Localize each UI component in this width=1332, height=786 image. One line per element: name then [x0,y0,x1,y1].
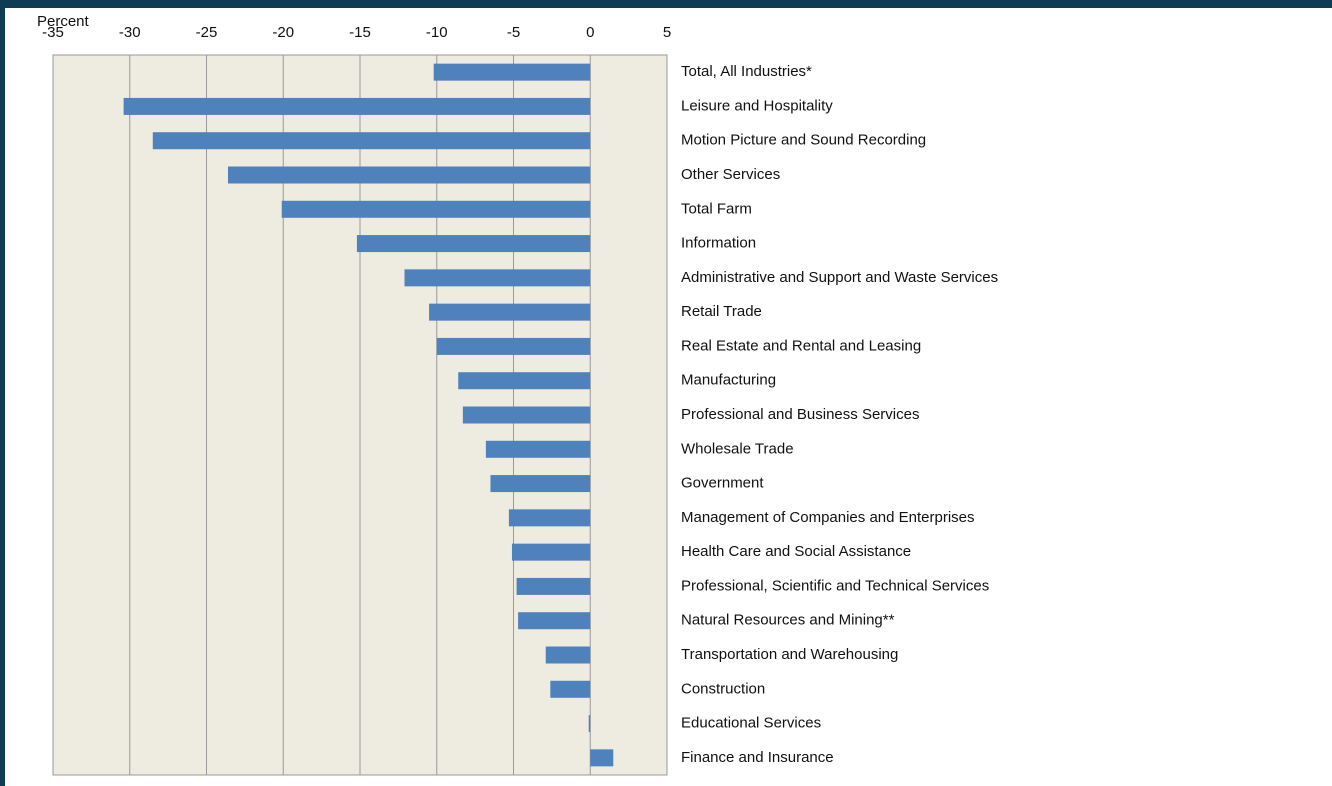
bar [429,303,591,321]
bar [588,715,591,733]
bar [490,475,591,493]
bar [404,269,591,287]
bar [152,132,591,150]
x-tick-label: -5 [507,24,520,41]
bar [485,440,591,458]
axis-label: Percent [37,13,90,30]
bar [123,97,591,115]
category-label: Administrative and Support and Waste Ser… [681,269,998,286]
category-label: Information [681,235,756,252]
category-label: Management of Companies and Enterprises [681,509,975,526]
category-label: Leisure and Hospitality [681,97,833,114]
category-label: Manufacturing [681,372,776,389]
x-tick-label: -25 [196,24,218,41]
bar [550,680,591,698]
category-label: Total, All Industries* [681,63,812,80]
bar [436,337,591,355]
bar [516,577,591,595]
x-tick-label: -15 [349,24,371,41]
bar [227,166,591,184]
category-label: Professional, Scientific and Technical S… [681,577,989,594]
category-label: Construction [681,680,765,697]
bar [356,235,591,253]
bar [518,612,591,630]
category-label: Motion Picture and Sound Recording [681,132,926,149]
bar [590,749,614,767]
category-label: Retail Trade [681,303,762,320]
x-tick-label: -10 [426,24,448,41]
bar [511,543,591,561]
category-label: Total Farm [681,200,752,217]
x-tick-label: -20 [272,24,294,41]
category-label: Real Estate and Rental and Leasing [681,337,921,354]
category-label: Wholesale Trade [681,440,794,457]
bar [545,646,591,664]
category-label: Professional and Business Services [681,406,919,423]
category-label: Government [681,475,764,492]
category-label: Finance and Insurance [681,749,834,766]
category-label: Health Care and Social Assistance [681,543,911,560]
x-tick-label: -35 [42,24,64,41]
bar [508,509,591,527]
category-label: Other Services [681,166,780,183]
x-tick-label: 5 [663,24,671,41]
bar [458,372,591,390]
category-label: Natural Resources and Mining** [681,612,895,629]
bar [433,63,591,81]
x-tick-label: -30 [119,24,141,41]
x-tick-label: 0 [586,24,594,41]
category-label: Transportation and Warehousing [681,646,898,663]
bar [462,406,591,424]
bar [281,200,591,218]
category-label: Educational Services [681,715,821,732]
